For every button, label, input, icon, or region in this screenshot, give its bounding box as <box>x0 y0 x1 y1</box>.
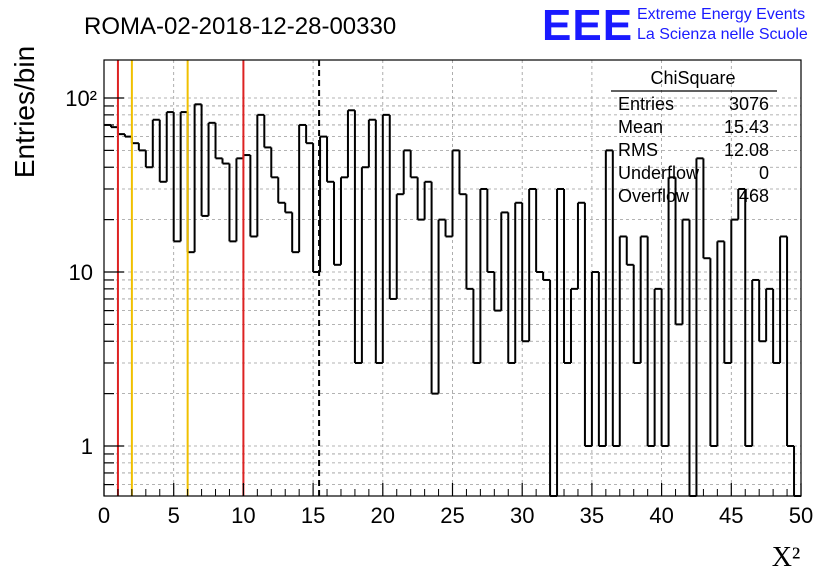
x-axis-label: X² <box>772 542 801 572</box>
stats-title: ChiSquare <box>650 68 735 88</box>
logo-mark: EEE <box>542 1 633 50</box>
stats-box: ChiSquare Entries 3076 Mean 15.43 RMS 12.08 Un… <box>611 68 777 206</box>
stats-value: 12.08 <box>724 140 769 160</box>
stats-value: 468 <box>739 186 769 206</box>
histogram-bars <box>104 103 801 497</box>
y-tick-label: 1 <box>81 434 93 459</box>
x-tick-label: 0 <box>98 503 110 528</box>
stats-label: Mean <box>618 117 663 137</box>
x-tick-label: 45 <box>719 503 743 528</box>
eee-logo: EEE Extreme Energy Events La Scienza nel… <box>542 1 808 50</box>
y-tick-label: 10² <box>65 86 97 111</box>
reference-lines <box>116 60 321 496</box>
stats-value: 3076 <box>729 94 769 114</box>
logo-line-2: La Scienza nelle Scuole <box>637 26 808 43</box>
logo-line-1: Extreme Energy Events <box>637 6 805 23</box>
chart-title: ROMA-02-2018-12-28-00330 <box>84 13 396 40</box>
stats-label: Overflow <box>618 186 690 206</box>
y-axis-label: Entries/bin <box>9 46 40 178</box>
stats-label: RMS <box>618 140 658 160</box>
x-tick-label: 5 <box>168 503 180 528</box>
y-tick-label: 10 <box>69 260 93 285</box>
x-tick-label: 35 <box>580 503 604 528</box>
stats-value: 15.43 <box>724 117 769 137</box>
x-tick-label: 30 <box>510 503 534 528</box>
x-tick-label: 20 <box>371 503 395 528</box>
stats-label: Underflow <box>618 163 700 183</box>
stats-label: Entries <box>618 94 674 114</box>
axis-ticks: 0 5 10 15 20 25 30 35 40 45 50 1 10 10² <box>65 86 813 528</box>
x-tick-label: 10 <box>231 503 255 528</box>
x-tick-label: 40 <box>649 503 673 528</box>
x-tick-label: 15 <box>301 503 325 528</box>
x-tick-label: 25 <box>440 503 464 528</box>
stats-value: 0 <box>759 163 769 183</box>
x-tick-label: 50 <box>789 503 813 528</box>
stats-rows: Entries 3076 Mean 15.43 RMS 12.08 Underflow 0 Ov… <box>618 94 769 206</box>
